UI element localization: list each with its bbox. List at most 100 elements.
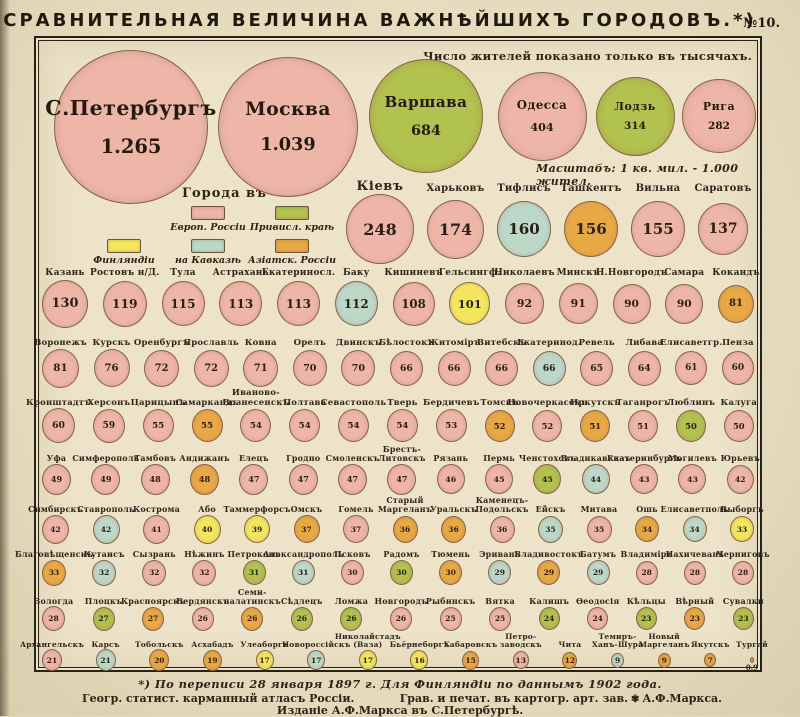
printer-credit-text: Грав. и печат. въ картогр. арт. зав. [399, 692, 628, 705]
city-name: Бердичевъ [423, 397, 480, 408]
city: Ломжа 26 [335, 597, 368, 631]
city: Якутскъ 7 [691, 640, 729, 670]
city-name: Плоцкъ [84, 596, 123, 607]
city-circle [749, 657, 754, 663]
city-circle: 113 [277, 281, 320, 326]
city-circle: 9 [657, 652, 671, 668]
city-circle: 30 [439, 560, 463, 585]
city-circle: 16 [410, 650, 429, 670]
city: Сѣдлецъ 26 [281, 597, 322, 631]
city-name: Рига [702, 99, 736, 113]
city-name: Екатериносл. [261, 268, 336, 279]
city: Владикавказъ 44 [561, 454, 631, 494]
city-name: Кутаисъ [83, 549, 125, 560]
city: Рязань 46 [433, 454, 468, 494]
city-circle: 101 [449, 282, 491, 325]
city-circle: 37 [343, 515, 369, 543]
city: Воронежъ 81 [34, 338, 87, 388]
city-name: Двинскъ [335, 337, 381, 348]
city: Сызрань 32 [133, 550, 176, 586]
city-circle: 160 [497, 201, 551, 257]
city-name: Юрьевъ [720, 453, 760, 464]
city-population: 684 [411, 122, 441, 139]
city: Тамбовъ 48 [134, 454, 176, 495]
city: Гельсингф. 101 [439, 268, 501, 327]
city-circle: 112 [334, 281, 378, 326]
city-name: Таганрогъ [616, 397, 671, 408]
city-circle: 41 [143, 514, 170, 544]
city-name: Астрахань [212, 268, 269, 279]
city: Темиръ- Ханъ-Шура 9 [592, 632, 643, 670]
city-circle: 49 [42, 463, 71, 495]
city: Красноярскъ 27 [121, 597, 185, 631]
legend-item-finland: Финляндіи [82, 239, 166, 267]
city-circle: 26 [290, 606, 313, 631]
city: Томскъ 52 [480, 398, 519, 442]
city-circle: 26 [340, 606, 363, 631]
city-name: Ростовъ н/Д. [89, 268, 160, 279]
city-circle: 47 [239, 463, 269, 495]
city-name: Житомiръ [427, 337, 481, 348]
city: Ревель 65 [579, 338, 615, 387]
city-name: Владимiръ [620, 549, 673, 560]
city-circle: 15 [462, 650, 480, 670]
city: Благовѣщенскъ 33 [15, 550, 93, 586]
city-name: Воронежъ [34, 337, 87, 348]
city-name: Кокандъ [712, 268, 760, 279]
city-population: 282 [708, 120, 730, 133]
city: Елисаветгр. 61 [660, 338, 722, 387]
city-circle: 54 [338, 409, 370, 442]
city-circle: 54 [289, 409, 321, 442]
city-name: Темиръ- Ханъ-Шура [591, 631, 644, 649]
city-name: Одесса [516, 98, 568, 113]
city: Новгородъ 26 [374, 597, 427, 631]
city-circle: 90 [665, 283, 704, 324]
city: Симферополь 49 [72, 454, 139, 495]
city-row: Кіевъ 248 Харьковъ 174 Тифлисъ 160 Ташкентъ 156… [346, 179, 751, 264]
city-circle: 39 [244, 515, 270, 543]
city-circle: 42 [92, 514, 120, 544]
city-name: Москва [245, 99, 331, 121]
city-name: Николайстадъ (Ваза) [334, 631, 401, 649]
city-name: Бердянскъ [176, 596, 230, 607]
city: Сувалки 23 [723, 597, 764, 630]
city-name: Иркутскъ [570, 397, 621, 408]
city-name: Семи- палатинскъ [223, 587, 281, 607]
legend-label: на Кавказѣ [174, 255, 242, 266]
city-name: Нѣжинъ [184, 549, 225, 560]
city: Иваново- Вознесенскъ 54 [223, 389, 289, 442]
city-circle: 51 [628, 409, 659, 442]
city-circle: 47 [387, 463, 417, 495]
legend-swatch-finland [107, 239, 141, 253]
city-name: Оренбургъ [133, 337, 190, 348]
city: Николаевъ 92 [494, 268, 555, 327]
city-name: Черниговъ [716, 549, 770, 560]
city: Двинскъ 70 [336, 338, 381, 387]
city-name: Митава [580, 504, 618, 515]
city-population: 1.265 [100, 135, 162, 159]
city-name: Новый Маргеланъ [638, 631, 690, 649]
city-name: Тургай [736, 639, 768, 649]
city: Либава 64 [625, 338, 663, 387]
city: Семи- палатинскъ 26 [224, 588, 281, 631]
city-name: Нахичевань [665, 549, 725, 560]
city-name: С.Петербургъ [45, 95, 217, 120]
city-circle: 156 [564, 201, 618, 257]
city: Таммерфорсъ 39 [223, 505, 290, 543]
city-circle: 45 [533, 464, 562, 494]
city-circle: 19 [202, 649, 222, 671]
city-name: Псковъ [334, 549, 371, 560]
city-name: Царицынъ [130, 397, 186, 408]
city-circle: 61 [675, 351, 708, 385]
city-name: Варшава [384, 93, 468, 112]
city: Могилевъ 43 [668, 454, 717, 494]
city-name: Ярославль [183, 337, 239, 348]
publisher-name: А.Ф.Маркса. [642, 692, 722, 705]
city: Кокандъ 81 [712, 268, 760, 327]
city-circle: 21 [95, 649, 116, 671]
city-name: Эривань [479, 549, 521, 560]
city-name: Чита [558, 639, 582, 649]
city-name: Самара [664, 268, 705, 279]
city: Баку 112 [334, 268, 378, 327]
city-circle: 48 [140, 463, 170, 495]
